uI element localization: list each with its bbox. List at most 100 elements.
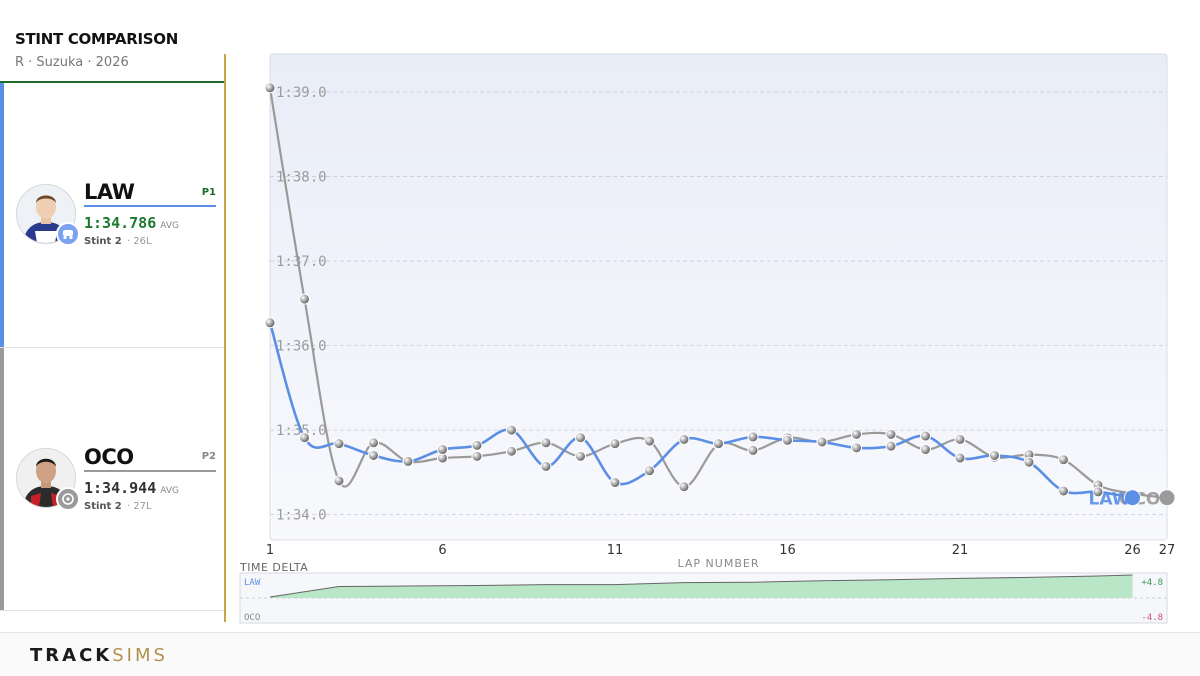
data-point-oco — [368, 437, 379, 449]
driver-avg-time: 1:34.786 AVG — [84, 214, 179, 232]
delta-bottom-value: -4.8 — [1141, 613, 1163, 623]
series-end-label-law: LAW — [1089, 490, 1131, 510]
y-tick-label: 1:34.0 — [276, 508, 327, 524]
data-point-law — [1092, 486, 1104, 498]
x-tick-label: 11 — [607, 543, 624, 558]
x-axis-label: LAP NUMBER — [678, 557, 760, 570]
data-point-oco — [747, 444, 759, 456]
driver-position: P1 — [201, 187, 216, 198]
delta-bottom-label: OCO — [244, 613, 260, 623]
team-badge-icon — [56, 487, 80, 511]
data-point-oco — [299, 293, 310, 305]
data-point-law — [402, 455, 414, 467]
delta-area — [270, 575, 1133, 598]
data-point-oco — [678, 481, 690, 493]
driver-color-bar — [0, 348, 4, 610]
delta-title: TIME DELTA — [239, 561, 308, 574]
data-point-oco — [264, 82, 276, 94]
delta-top-value: +4.8 — [1141, 578, 1163, 588]
y-tick-label: 1:37.0 — [276, 254, 327, 270]
data-point-oco — [1058, 454, 1069, 466]
data-point-law — [1023, 456, 1035, 468]
data-point-law — [471, 439, 483, 451]
data-point-oco — [851, 428, 862, 440]
x-tick-label: 16 — [779, 543, 796, 558]
data-point-law — [368, 449, 379, 461]
data-point-law — [678, 433, 690, 445]
plot-background — [269, 53, 1168, 541]
driver-code: OCO — [84, 445, 134, 469]
x-tick-label: 27 — [1159, 543, 1176, 558]
data-point-oco — [506, 445, 517, 457]
data-point-oco — [644, 435, 655, 447]
driver-card-law[interactable]: LAW P1 1:34.786 AVG Stint 2 · 26L — [0, 83, 224, 348]
brand-part-1: TRACK — [30, 645, 113, 666]
data-point-oco — [333, 475, 345, 487]
brand-part-2: SIMS — [112, 645, 168, 666]
driver-color-bar — [0, 83, 4, 347]
data-point-oco — [1158, 489, 1176, 507]
driver-stint: Stint 2 · 26L — [84, 236, 152, 247]
delta-top-label: LAW — [244, 578, 261, 588]
data-point-oco — [540, 437, 552, 449]
data-point-law — [1124, 489, 1141, 507]
driver-code-underline — [84, 205, 216, 207]
data-point-law — [782, 434, 793, 446]
stint-label: Stint 2 — [84, 236, 122, 247]
data-point-law — [437, 444, 448, 456]
brand-logo: TRACKSIMS — [30, 645, 168, 666]
data-point-law — [609, 477, 621, 489]
lap-time-chart: 1:34.01:35.01:36.01:37.01:38.01:39.01 6 11… — [239, 53, 1176, 624]
data-point-law — [575, 432, 586, 444]
stint-laps: · 27L — [126, 501, 152, 512]
stint-label: Stint 2 — [84, 501, 122, 512]
data-point-oco — [920, 444, 931, 456]
x-tick-label: 26 — [1124, 543, 1141, 558]
driver-code-underline — [84, 470, 216, 472]
footer: TRACKSIMS — [0, 632, 1200, 676]
data-point-law — [644, 465, 655, 477]
data-point-oco — [609, 438, 621, 450]
header-divider — [0, 81, 224, 83]
delta-line — [269, 574, 1133, 598]
data-point-law — [333, 438, 345, 450]
driver-panel: STINT COMPARISON R · Suzuka · 2026 LAW P… — [0, 0, 226, 622]
panel-divider — [224, 54, 226, 622]
stint-laps: · 26L — [126, 236, 152, 247]
data-point-law — [540, 460, 552, 472]
page-title: STINT COMPARISON — [15, 30, 178, 48]
data-point-oco — [471, 450, 483, 462]
data-point-law — [851, 442, 862, 454]
data-point-law — [816, 436, 828, 448]
data-point-law — [264, 317, 276, 329]
page-subtitle: R · Suzuka · 2026 — [15, 55, 129, 70]
data-point-law — [299, 432, 310, 444]
avg-time-value: 1:34.786 — [84, 214, 157, 232]
x-tick-label: 6 — [438, 543, 446, 558]
team-badge-icon — [56, 222, 80, 246]
x-tick-label: 1 — [266, 543, 274, 558]
data-point-law — [920, 430, 931, 442]
data-point-law — [954, 452, 966, 464]
x-tick-label: 21 — [952, 543, 969, 558]
avg-label: AVG — [160, 221, 179, 231]
y-tick-label: 1:38.0 — [276, 170, 327, 186]
driver-stint: Stint 2 · 27L — [84, 501, 152, 512]
driver-avg-time: 1:34.944 AVG — [84, 479, 179, 497]
data-point-oco — [954, 433, 966, 445]
data-point-law — [885, 440, 897, 452]
driver-code: LAW — [84, 180, 135, 204]
driver-card-oco[interactable]: OCO P2 1:34.944 AVG Stint 2 · 27L — [0, 348, 224, 611]
data-point-oco — [575, 450, 586, 462]
data-point-law — [506, 424, 517, 436]
y-tick-label: 1:39.0 — [276, 85, 327, 101]
avg-label: AVG — [160, 486, 179, 496]
data-point-law — [1058, 485, 1069, 497]
data-point-law — [989, 449, 1000, 461]
data-point-oco — [885, 428, 897, 440]
data-point-law — [713, 438, 724, 450]
y-tick-label: 1:36.0 — [276, 339, 327, 355]
avg-time-value: 1:34.944 — [84, 479, 157, 497]
driver-position: P2 — [201, 451, 216, 462]
data-point-law — [747, 431, 759, 443]
